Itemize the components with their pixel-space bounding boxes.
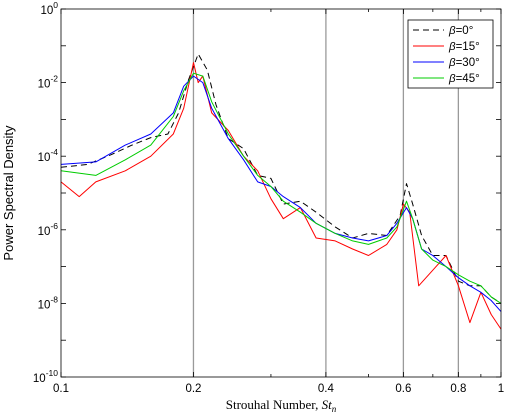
- x-tick-label: 0.2: [185, 383, 201, 395]
- y-tick-label: 10-10: [33, 368, 58, 385]
- y-tick-exponent: -6: [50, 221, 58, 231]
- y-tick-label: 10-8: [38, 294, 59, 311]
- legend-label: =45°: [456, 73, 480, 85]
- x-axis-label: Strouhal Number, Stn: [226, 397, 337, 414]
- y-tick-label: 10-4: [38, 147, 59, 164]
- legend-entry: β=15°: [448, 41, 480, 53]
- legend-symbol: β: [448, 41, 456, 53]
- series-layer: [60, 53, 502, 330]
- axis-ticks: [60, 8, 502, 378]
- x-tick-label: 0.4: [318, 383, 335, 395]
- y-tick-base: 10: [33, 373, 46, 385]
- series-line: [60, 72, 502, 304]
- x-tick-label: 0.6: [395, 383, 411, 395]
- legend: β=0°β=15°β=30°β=45°: [407, 19, 494, 89]
- y-tick-base: 10: [38, 152, 51, 164]
- y-axis-label: Power Spectral Density: [1, 125, 16, 261]
- x-tick-label: 1: [498, 383, 504, 395]
- x-axis-label-text: Strouhal Number,: [226, 397, 322, 412]
- y-tick-exponent: -2: [50, 74, 58, 84]
- x-tick-label: 0.8: [450, 383, 466, 395]
- legend-label: =15°: [456, 41, 480, 53]
- legend-label: =0°: [456, 25, 474, 37]
- y-tick-label: 100: [40, 0, 58, 17]
- x-axis-label-math: St: [322, 397, 333, 412]
- x-tick-labels: 0.1 0.2 0.4 0.6 0.8 1: [53, 383, 504, 395]
- x-tick-label: 0.1: [53, 383, 69, 395]
- y-tick-base: 10: [40, 5, 53, 17]
- legend-entry: β=30°: [448, 57, 480, 69]
- legend-symbol: β: [448, 25, 456, 37]
- y-tick-base: 10: [38, 79, 51, 91]
- legend-entry: β=45°: [448, 73, 480, 85]
- y-tick-label: 10-2: [38, 74, 59, 91]
- legend-symbol: β: [448, 57, 456, 69]
- y-tick-exponent: 0: [53, 0, 58, 10]
- legend-box: [407, 19, 494, 89]
- x-axis-label-subscript: n: [332, 404, 337, 414]
- y-tick-exponent: -10: [46, 368, 59, 378]
- y-tick-exponent: -8: [50, 294, 58, 304]
- y-tick-base: 10: [38, 226, 51, 238]
- y-tick-exponent: -4: [50, 147, 58, 157]
- legend-symbol: β: [448, 73, 456, 85]
- series-line: [60, 53, 502, 304]
- legend-label: =30°: [456, 57, 480, 69]
- y-tick-label: 10-6: [38, 221, 59, 238]
- legend-entry: β=0°: [448, 25, 473, 37]
- y-tick-base: 10: [38, 299, 51, 311]
